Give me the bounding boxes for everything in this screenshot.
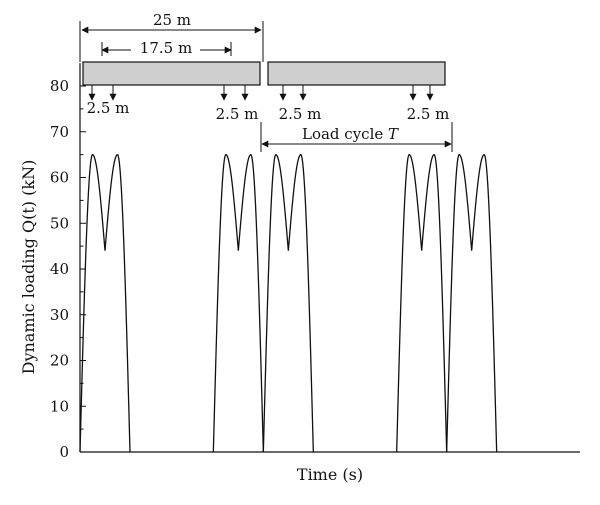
load-pulse-5 <box>446 153 498 453</box>
load-pulse-3 <box>262 153 314 453</box>
vehicle-body-2 <box>267 61 446 86</box>
vehicle-diagram <box>79 21 453 152</box>
y-tick-label-60: 60 <box>50 169 69 187</box>
y-tick-label-20: 20 <box>50 352 69 370</box>
load-curves <box>79 153 498 453</box>
load-cycle-label: Load cycle T <box>302 125 399 143</box>
y-tick-label-0: 0 <box>59 443 69 461</box>
y-axis-title: Dynamic loading Q(t) (kN) <box>19 160 38 375</box>
axle-gap-label-1: 2.5 m <box>87 99 130 117</box>
axle-gap-label-2: 2.5 m <box>216 105 259 123</box>
load-pulse-2 <box>212 153 264 453</box>
y-tick-label-50: 50 <box>50 214 69 232</box>
axes: 0 10 20 30 40 50 60 70 80 <box>50 63 580 461</box>
y-tick-label-30: 30 <box>50 306 69 324</box>
y-tick-label-70: 70 <box>50 123 69 141</box>
y-tick-label-80: 80 <box>50 77 69 95</box>
load-pulse-4 <box>396 153 448 453</box>
y-tick-label-40: 40 <box>50 260 69 278</box>
vehicle-body-1 <box>82 61 261 86</box>
load-cycle-text: Load cycle <box>302 125 383 143</box>
axle-gap-label-4: 2.5 m <box>407 105 450 123</box>
x-axis-title: Time (s) <box>297 465 363 484</box>
axle-gap-label-3: 2.5 m <box>279 105 322 123</box>
load-pulse-1 <box>79 153 131 453</box>
load-cycle-symbol: T <box>388 125 399 143</box>
y-tick-label-10: 10 <box>50 397 69 415</box>
length-inner-label: 17.5 m <box>140 39 192 57</box>
length-total-label: 25 m <box>153 11 191 29</box>
